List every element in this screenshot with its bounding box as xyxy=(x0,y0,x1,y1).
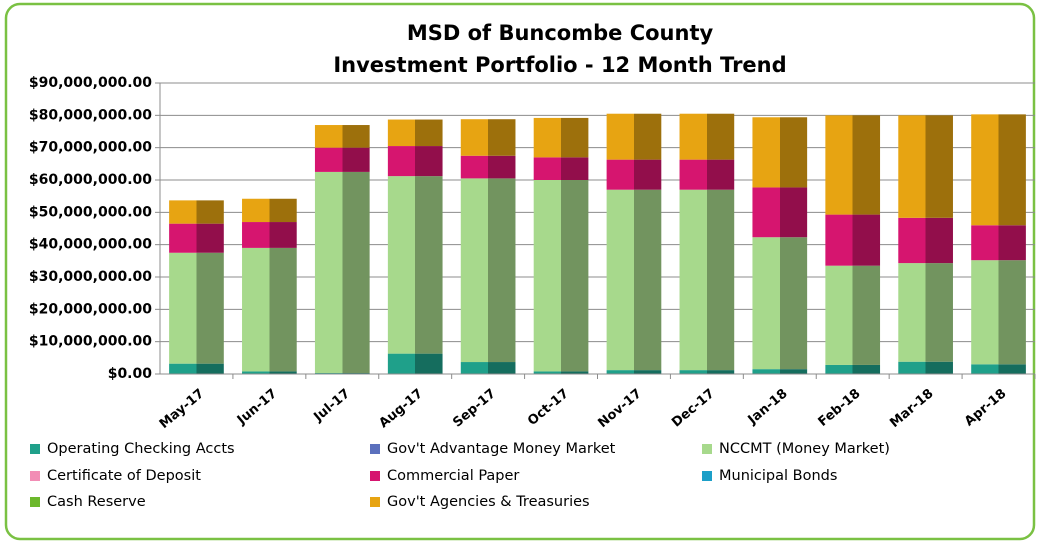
bar-segment xyxy=(242,222,297,248)
bar-segment xyxy=(752,187,808,238)
bar-segment xyxy=(898,263,953,362)
bar-segment xyxy=(825,214,881,266)
bar-segment xyxy=(971,114,1026,226)
y-tick-label: $80,000,000.00 xyxy=(29,107,152,123)
y-tick-label: $40,000,000.00 xyxy=(29,237,152,253)
bar-segment xyxy=(314,171,370,374)
y-tick-label: $20,000,000.00 xyxy=(29,301,152,317)
chart-title: MSD of Buncombe County xyxy=(407,21,714,45)
bar-segment xyxy=(169,252,224,364)
bar-segment xyxy=(971,225,1026,261)
legend-swatch xyxy=(370,444,380,454)
bar-segment xyxy=(606,159,662,190)
legend-swatch xyxy=(30,471,40,481)
legend-label: Cash Reserve xyxy=(47,494,146,510)
bar-segment xyxy=(387,353,443,374)
y-tick-label: $10,000,000.00 xyxy=(29,334,152,350)
bar-segment xyxy=(460,362,516,374)
bar-segment xyxy=(169,200,224,224)
bar-segment xyxy=(825,364,881,374)
bar-segment xyxy=(460,155,516,179)
bar-segment xyxy=(387,176,443,354)
legend-swatch xyxy=(702,444,712,454)
bar-segment xyxy=(387,146,443,177)
legend-label: Certificate of Deposit xyxy=(47,468,201,484)
bar-segment xyxy=(825,265,881,365)
bar-segment xyxy=(898,217,953,264)
legend-label: Gov't Agencies & Treasuries xyxy=(387,494,590,510)
bar-segment xyxy=(387,119,443,147)
bar-segment xyxy=(533,180,589,372)
y-tick-label: $50,000,000.00 xyxy=(29,204,152,220)
legend-label: Municipal Bonds xyxy=(719,468,837,484)
bar-segment xyxy=(971,364,1026,374)
bar-segment xyxy=(752,237,808,370)
legend-swatch xyxy=(370,471,380,481)
bar-segment xyxy=(460,178,516,363)
bar-segment xyxy=(752,369,808,374)
bar-segment xyxy=(169,363,224,374)
legend-label: NCCMT (Money Market) xyxy=(719,441,890,457)
bar-segment xyxy=(314,125,370,148)
legend-swatch xyxy=(30,497,40,507)
bar-segment xyxy=(242,247,297,372)
bar-segment xyxy=(971,260,1026,365)
bar-segment xyxy=(533,117,589,158)
bar-segment xyxy=(242,371,297,374)
bar-segment xyxy=(314,147,370,172)
bar-segment xyxy=(679,159,735,190)
y-tick-label: $70,000,000.00 xyxy=(29,140,152,156)
legend-label: Gov't Advantage Money Market xyxy=(387,441,616,457)
chart-subtitle: Investment Portfolio - 12 Month Trend xyxy=(333,53,786,77)
legend-label: Commercial Paper xyxy=(387,468,519,484)
bar-segment xyxy=(606,113,662,160)
bar-segment xyxy=(898,361,953,374)
y-tick-label: $0.00 xyxy=(108,366,153,382)
y-tick-label: $90,000,000.00 xyxy=(29,75,152,91)
bar-segment xyxy=(679,189,735,371)
bar-segment xyxy=(606,189,662,371)
y-tick-label: $60,000,000.00 xyxy=(29,172,152,188)
legend-swatch xyxy=(702,471,712,481)
bar-segment xyxy=(169,223,224,253)
bar-segment xyxy=(679,370,735,374)
bar-segment xyxy=(825,115,881,215)
bar-segment xyxy=(752,117,808,188)
bar-segment xyxy=(606,370,662,374)
y-tick-label: $30,000,000.00 xyxy=(29,269,152,285)
legend-swatch xyxy=(370,497,380,507)
bar-segment xyxy=(533,371,589,374)
bar-segment xyxy=(242,198,297,223)
legend-swatch xyxy=(30,444,40,454)
legend-label: Operating Checking Accts xyxy=(47,441,235,457)
bar-segment xyxy=(533,157,589,180)
bar-segment xyxy=(679,113,735,160)
bar-segment xyxy=(898,115,953,218)
bar-segment xyxy=(460,119,516,156)
